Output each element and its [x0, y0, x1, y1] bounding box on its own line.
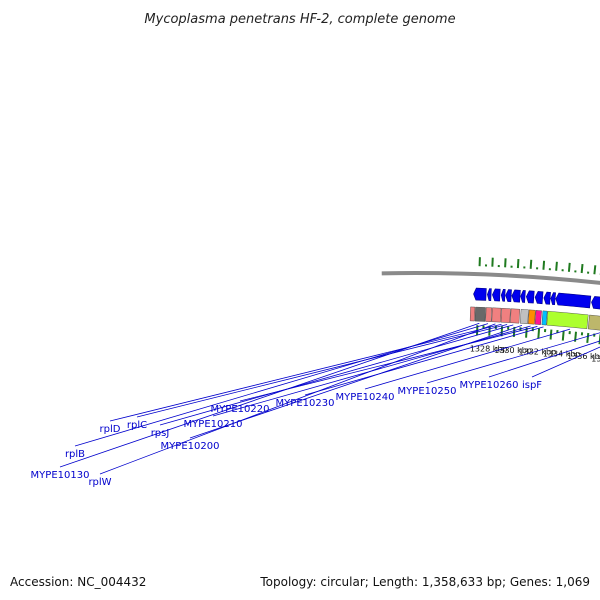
- gene-label[interactable]: rplW: [88, 477, 111, 488]
- gene-label[interactable]: ispF: [522, 380, 542, 391]
- cog-segment: [491, 307, 502, 323]
- cds-arrow: [487, 288, 492, 302]
- cog-segment: [519, 309, 529, 324]
- outer-major-tick: [529, 259, 533, 269]
- cog-segment: [587, 314, 600, 331]
- outer-major-tick: [516, 259, 520, 269]
- cds-arrow: [505, 289, 512, 303]
- gene-leader-line: [531, 346, 600, 378]
- cds-arrow: [520, 290, 526, 303]
- axis-tick-label: 1336 kbp: [567, 352, 600, 361]
- cog-segment: [534, 310, 542, 325]
- inner-major-tick: [561, 330, 565, 341]
- cds-arrow: [511, 289, 521, 303]
- outer-major-ticks: [478, 257, 597, 275]
- axis-tick-label: 1332 kbp: [519, 348, 557, 357]
- gene-label[interactable]: rplB: [65, 449, 85, 460]
- cog-segment: [469, 306, 476, 322]
- gene-label[interactable]: rplD: [100, 424, 121, 435]
- cog-segment: [528, 309, 536, 325]
- gene-label-leaders: [59, 322, 600, 475]
- outer-major-tick: [593, 265, 597, 275]
- cog-segment: [541, 310, 548, 326]
- gene-leader-line: [239, 326, 538, 402]
- gene-leader-line: [364, 328, 571, 390]
- axis-tick-label: 1330 kbp: [494, 346, 532, 355]
- gene-leader-line: [426, 332, 600, 384]
- cog-segment: [474, 306, 486, 322]
- cds-arrow: [500, 288, 506, 302]
- cds-arrow: [591, 296, 600, 310]
- cog-segment: [485, 307, 492, 322]
- outer-major-tick: [580, 263, 584, 274]
- outer-major-tick: [555, 261, 558, 271]
- cog-color-track: [469, 306, 600, 331]
- gene-label[interactable]: MYPE10220: [211, 404, 270, 415]
- outer-major-tick: [567, 262, 571, 272]
- inner-major-tick: [537, 328, 541, 339]
- map-title: Mycoplasma penetrans HF-2, complete geno…: [144, 12, 455, 27]
- gene-leader-line: [109, 323, 502, 422]
- genome-backbone: [381, 271, 600, 286]
- gene-label[interactable]: MYPE10240: [336, 392, 395, 403]
- gene-leader-line: [488, 340, 600, 378]
- gene-label[interactable]: MYPE10200: [161, 441, 220, 452]
- cds-arrow: [555, 292, 592, 309]
- gene-label[interactable]: MYPE10260: [460, 380, 519, 391]
- gene-leader-line: [304, 326, 544, 396]
- cog-segment: [546, 310, 589, 330]
- axis-tick-label: 1338 kbp: [591, 355, 600, 364]
- inner-major-tick: [586, 332, 590, 344]
- cds-arrow: [534, 291, 544, 305]
- axis-tick-label: 1334 kbp: [543, 350, 581, 359]
- forward-strand-cds: [473, 287, 600, 310]
- gene-label[interactable]: MYPE10250: [398, 386, 457, 397]
- cog-segment: [500, 308, 511, 323]
- gene-label[interactable]: rpsJ: [151, 428, 170, 439]
- accession-text: Accession: NC_004432: [10, 575, 146, 589]
- outer-major-tick: [542, 260, 546, 270]
- gene-label[interactable]: MYPE10230: [276, 398, 335, 409]
- gene-leader-line: [159, 324, 514, 426]
- gene-labels: MYPE10130 rplB rplW rplD rplC rpsJ MYPE10200 MY…: [31, 380, 543, 488]
- gene-leader-line: [136, 324, 508, 418]
- gene-leader-line: [74, 323, 489, 447]
- genome-summary-text: Topology: circular; Length: 1,358,633 bp…: [259, 575, 590, 589]
- outer-minor-ticks: [484, 264, 600, 275]
- gene-leader-line: [212, 325, 531, 417]
- gene-label[interactable]: MYPE10130: [31, 470, 90, 481]
- cds-arrow: [543, 291, 551, 305]
- cog-segment: [510, 308, 521, 324]
- cds-arrow: [525, 290, 535, 304]
- cds-arrow: [473, 287, 487, 301]
- gene-label[interactable]: rplC: [127, 420, 147, 431]
- gene-label[interactable]: MYPE10210: [184, 419, 243, 430]
- axis-tick-label: 1328 kbp: [470, 345, 508, 354]
- cds-arrow: [550, 292, 556, 306]
- cds-arrow: [492, 288, 501, 302]
